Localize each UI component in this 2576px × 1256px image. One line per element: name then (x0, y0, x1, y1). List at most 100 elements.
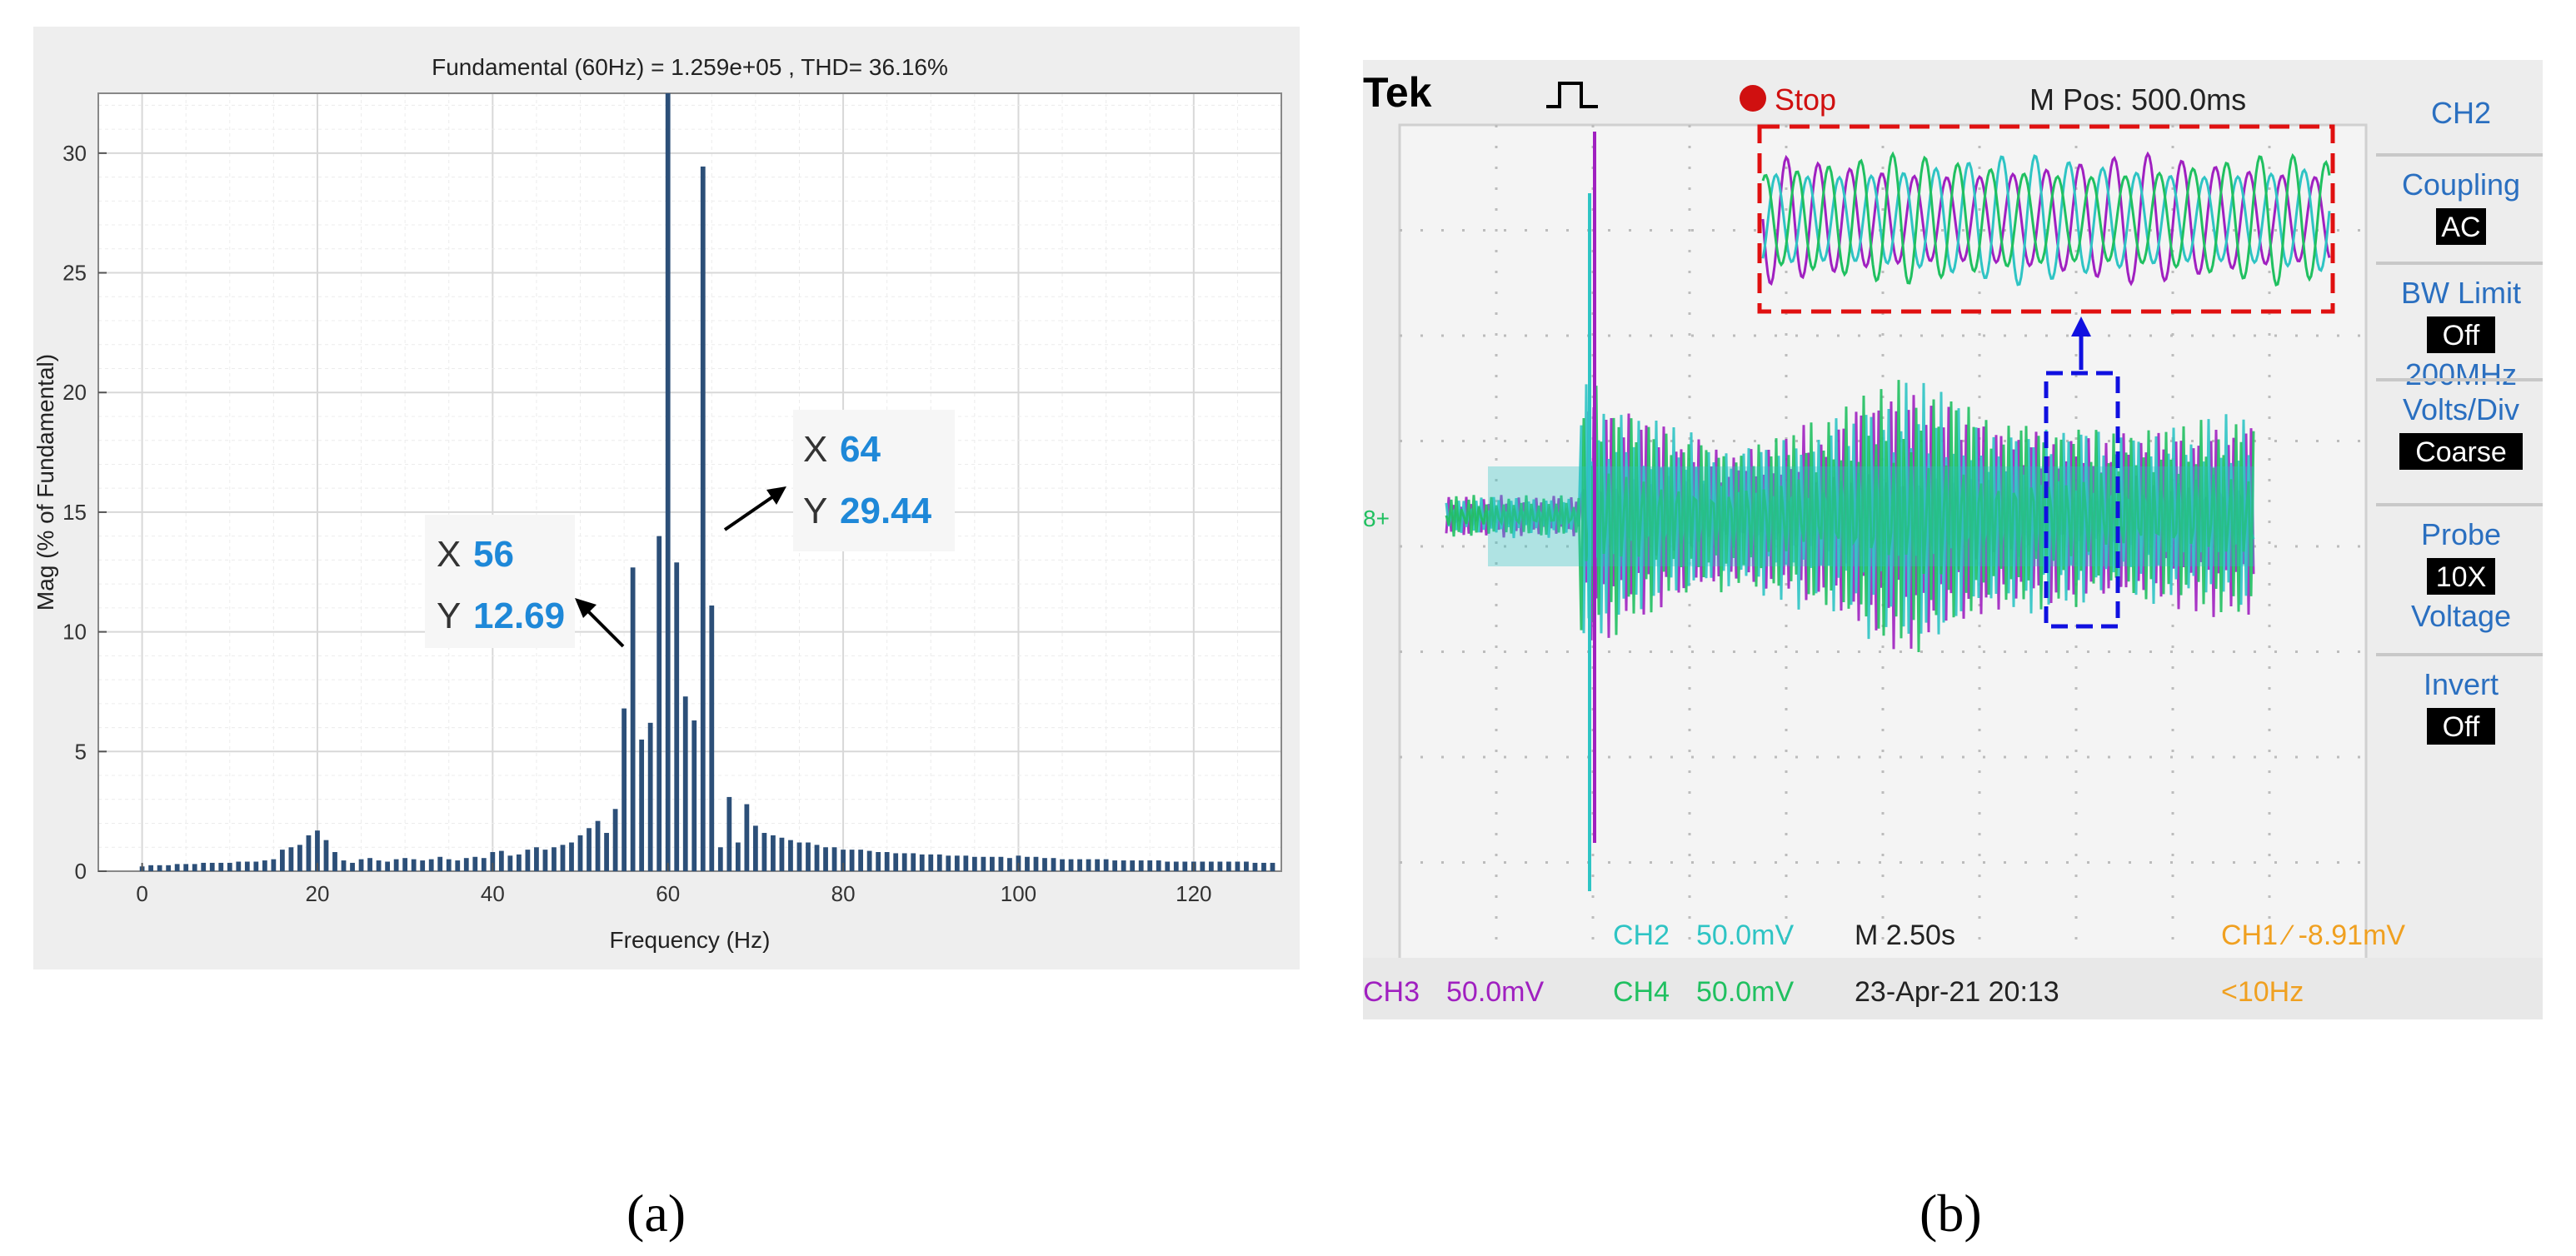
fft-bar-8[interactable] (209, 862, 215, 871)
fft-bar-105[interactable] (1060, 859, 1065, 871)
fft-bar-39[interactable] (481, 858, 487, 871)
menu-label-4[interactable]: Probe (2421, 517, 2501, 551)
fft-bar-79[interactable] (831, 847, 837, 871)
fft-bar-118[interactable] (1173, 861, 1179, 871)
fft-bar-32[interactable] (420, 860, 426, 871)
menu-value-3[interactable]: Coarse (2415, 436, 2507, 468)
fft-bar-48[interactable] (560, 845, 566, 871)
menu-label-2[interactable]: BW Limit (2401, 276, 2521, 310)
fft-bar-7[interactable] (201, 862, 207, 871)
fft-bar-42[interactable] (507, 855, 513, 871)
fft-bar-98[interactable] (998, 856, 1004, 871)
fft-bar-122[interactable] (1208, 861, 1214, 871)
fft-bar-123[interactable] (1217, 861, 1223, 871)
fft-bar-17[interactable] (288, 847, 294, 871)
fft-bar-14[interactable] (262, 860, 267, 871)
fft-bar-23[interactable] (341, 860, 347, 871)
fft-bar-36[interactable] (455, 860, 461, 871)
fft-bar-103[interactable] (1042, 858, 1047, 871)
fft-bar-28[interactable] (385, 861, 391, 871)
fft-bar-58[interactable] (647, 722, 653, 871)
fft-bar-83[interactable] (866, 850, 872, 871)
fft-bar-113[interactable] (1130, 860, 1136, 871)
fft-bar-84[interactable] (876, 852, 881, 871)
fft-bar-125[interactable] (1235, 861, 1241, 871)
fft-bar-40[interactable] (490, 852, 496, 871)
fft-bar-15[interactable] (271, 859, 277, 871)
fft-bar-49[interactable] (569, 842, 574, 871)
fft-bar-67[interactable] (726, 796, 732, 871)
fft-bar-12[interactable] (244, 861, 250, 871)
fft-bar-4[interactable] (174, 864, 180, 871)
fft-bar-104[interactable] (1051, 858, 1056, 871)
fft-bar-91[interactable] (936, 854, 942, 871)
fft-bar-11[interactable] (236, 861, 242, 871)
fft-bar-60[interactable] (665, 93, 671, 871)
fft-bar-128[interactable] (1261, 862, 1266, 871)
fft-bar-119[interactable] (1182, 861, 1188, 871)
fft-bar-24[interactable] (350, 862, 355, 871)
fft-bar-19[interactable] (306, 835, 312, 871)
fft-bar-69[interactable] (744, 804, 750, 871)
fft-bar-88[interactable] (911, 853, 916, 871)
fft-bar-43[interactable] (516, 854, 522, 871)
fft-bar-107[interactable] (1077, 859, 1082, 871)
fft-bar-82[interactable] (858, 850, 864, 871)
fft-bar-1[interactable] (148, 865, 154, 871)
fft-bar-3[interactable] (166, 865, 172, 871)
fft-bar-59[interactable] (656, 536, 662, 871)
fft-bar-97[interactable] (989, 856, 995, 871)
fft-bar-13[interactable] (253, 861, 259, 871)
fft-bar-5[interactable] (183, 864, 189, 871)
fft-bar-29[interactable] (393, 859, 399, 871)
fft-bar-50[interactable] (577, 835, 583, 871)
fft-bar-34[interactable] (437, 856, 443, 871)
fft-bar-121[interactable] (1200, 861, 1206, 871)
menu-label-5[interactable]: Invert (2424, 667, 2499, 701)
fft-bar-2[interactable] (157, 865, 162, 871)
fft-bar-62[interactable] (682, 696, 688, 871)
fft-bar-38[interactable] (472, 856, 478, 871)
fft-bar-27[interactable] (376, 860, 382, 871)
fft-bar-77[interactable] (814, 845, 820, 871)
fft-bar-86[interactable] (893, 853, 899, 871)
fft-bar-61[interactable] (674, 562, 680, 871)
fft-bar-99[interactable] (1007, 858, 1012, 871)
fft-bar-75[interactable] (796, 842, 802, 871)
fft-bar-72[interactable] (771, 835, 776, 871)
fft-bar-66[interactable] (717, 847, 723, 871)
fft-bar-52[interactable] (595, 820, 601, 871)
fft-bar-68[interactable] (735, 842, 741, 871)
fft-bar-93[interactable] (954, 855, 960, 871)
fft-bar-35[interactable] (446, 859, 452, 871)
menu-value-2[interactable]: Off (2443, 320, 2480, 351)
run-status[interactable]: Stop (1775, 82, 1836, 117)
fft-bar-73[interactable] (779, 837, 785, 871)
fft-bar-96[interactable] (981, 856, 986, 871)
fft-bar-54[interactable] (612, 809, 618, 871)
fft-bar-74[interactable] (788, 840, 793, 871)
fft-bar-65[interactable] (709, 606, 715, 871)
fft-bar-80[interactable] (841, 850, 846, 871)
fft-bar-26[interactable] (367, 858, 372, 871)
fft-bar-51[interactable] (587, 828, 592, 871)
menu-label-1[interactable]: Coupling (2402, 167, 2520, 202)
fft-bar-55[interactable] (622, 708, 627, 871)
fft-bar-25[interactable] (358, 859, 364, 871)
fft-bar-44[interactable] (525, 850, 531, 871)
datatip-64[interactable]: X 64 Y 29.44 (793, 410, 955, 551)
fft-bar-6[interactable] (192, 864, 197, 871)
fft-bar-64[interactable] (700, 166, 706, 871)
menu-value-1[interactable]: AC (2441, 212, 2480, 243)
fft-bar-41[interactable] (498, 850, 504, 871)
fft-bar-117[interactable] (1165, 861, 1171, 871)
fft-bar-129[interactable] (1270, 862, 1276, 871)
fft-bar-56[interactable] (630, 567, 636, 871)
fft-bar-95[interactable] (971, 856, 977, 871)
fft-bar-78[interactable] (823, 847, 828, 871)
fft-bar-20[interactable] (315, 830, 320, 871)
fft-bar-85[interactable] (884, 852, 890, 871)
fft-bar-102[interactable] (1033, 856, 1039, 871)
fft-bar-16[interactable] (279, 850, 285, 871)
fft-bar-89[interactable] (919, 854, 925, 871)
